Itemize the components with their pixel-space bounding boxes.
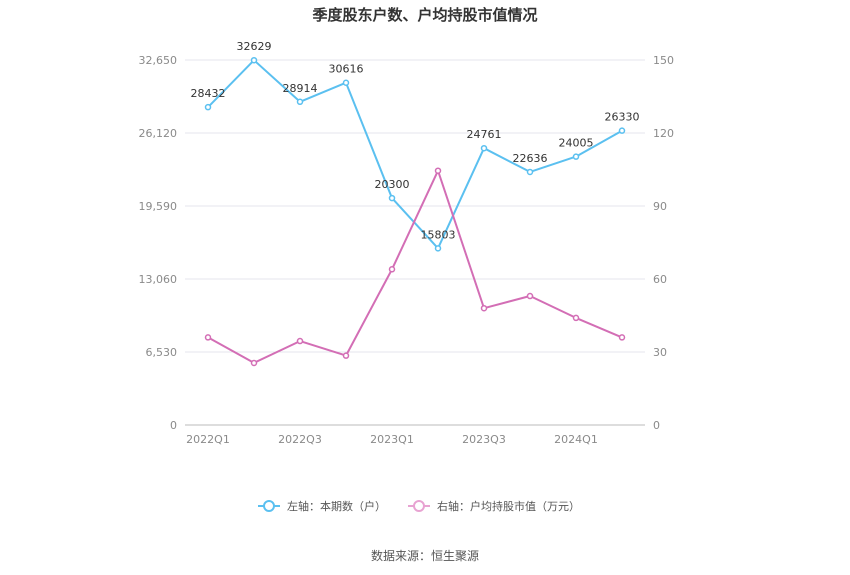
data-label: 28914: [283, 82, 318, 95]
y-right-tick-label: 60: [653, 273, 667, 286]
data-point: [342, 79, 350, 86]
data-point: [526, 168, 534, 176]
y-right-tick-label: 150: [653, 54, 674, 67]
y-left-tick-label: 19,590: [139, 200, 178, 213]
data-point: [480, 304, 488, 312]
data-point: [204, 334, 212, 341]
series-line-right: [207, 169, 623, 364]
legend-label-right: 右轴：户均持股市值（万元）: [437, 499, 580, 513]
data-point: [618, 334, 626, 341]
data-point: [388, 194, 396, 202]
data-label: 24005: [559, 137, 594, 150]
y-right-axis: 0 30 60 90 120 150: [653, 54, 674, 432]
data-point: [250, 359, 258, 367]
y-right-tick-label: 90: [653, 200, 667, 213]
data-label: 22636: [513, 152, 548, 165]
legend-marker-left: [263, 500, 275, 512]
legend[interactable]: 左轴：本期数（户） 右轴：户均持股市值（万元）: [258, 499, 580, 513]
legend-item-right[interactable]: 右轴：户均持股市值（万元）: [408, 499, 580, 513]
data-label: 20300: [375, 178, 410, 191]
y-left-tick-label: 0: [170, 419, 177, 432]
y-right-tick-label: 0: [653, 419, 660, 432]
legend-label-left: 左轴：本期数（户）: [287, 499, 386, 513]
data-point: [296, 337, 304, 345]
data-label: 15803: [421, 228, 456, 241]
data-label: 24761: [467, 128, 502, 141]
x-axis: 2022Q1 2022Q3 2023Q1 2023Q3 2024Q1: [186, 433, 598, 446]
y-left-tick-label: 32,650: [139, 54, 178, 67]
source-text: 数据来源：恒生聚源: [371, 548, 479, 563]
data-point: [572, 314, 580, 322]
data-labels: 28432 32629 28914 30616 20300 15803 24761 22636…: [191, 40, 640, 241]
y-left-tick-label: 26,120: [139, 127, 178, 140]
data-point: [204, 103, 212, 111]
legend-marker-right: [413, 500, 425, 512]
chart-title: 季度股东户数、户均持股市值情况: [312, 6, 537, 24]
x-tick-label: 2023Q1: [370, 433, 414, 446]
series-line-left: [207, 59, 623, 250]
data-point: [342, 352, 350, 359]
y-left-tick-label: 6,530: [146, 346, 178, 359]
y-left-axis: 0 6,530 13,060 19,590 26,120 32,650: [139, 54, 178, 432]
x-tick-label: 2022Q3: [278, 433, 322, 446]
data-label: 28432: [191, 87, 226, 100]
data-label: 32629: [237, 40, 272, 53]
data-point: [434, 245, 442, 252]
data-point: [618, 127, 626, 134]
data-label: 26330: [605, 111, 640, 124]
y-right-tick-label: 30: [653, 346, 667, 359]
data-point: [388, 266, 396, 273]
series-lines: [207, 59, 623, 364]
series-points: [204, 56, 626, 367]
grid: [185, 59, 645, 426]
x-tick-label: 2024Q1: [554, 433, 598, 446]
data-point: [572, 153, 580, 160]
data-point: [250, 56, 258, 64]
data-point: [526, 292, 534, 300]
data-label: 30616: [329, 63, 364, 76]
legend-item-left[interactable]: 左轴：本期数（户）: [258, 499, 386, 513]
data-point: [296, 98, 304, 106]
x-tick-label: 2022Q1: [186, 433, 230, 446]
data-point: [480, 144, 488, 152]
x-tick-label: 2023Q3: [462, 433, 506, 446]
y-right-tick-label: 120: [653, 127, 674, 140]
y-left-tick-label: 13,060: [139, 273, 178, 286]
data-point: [434, 167, 442, 174]
